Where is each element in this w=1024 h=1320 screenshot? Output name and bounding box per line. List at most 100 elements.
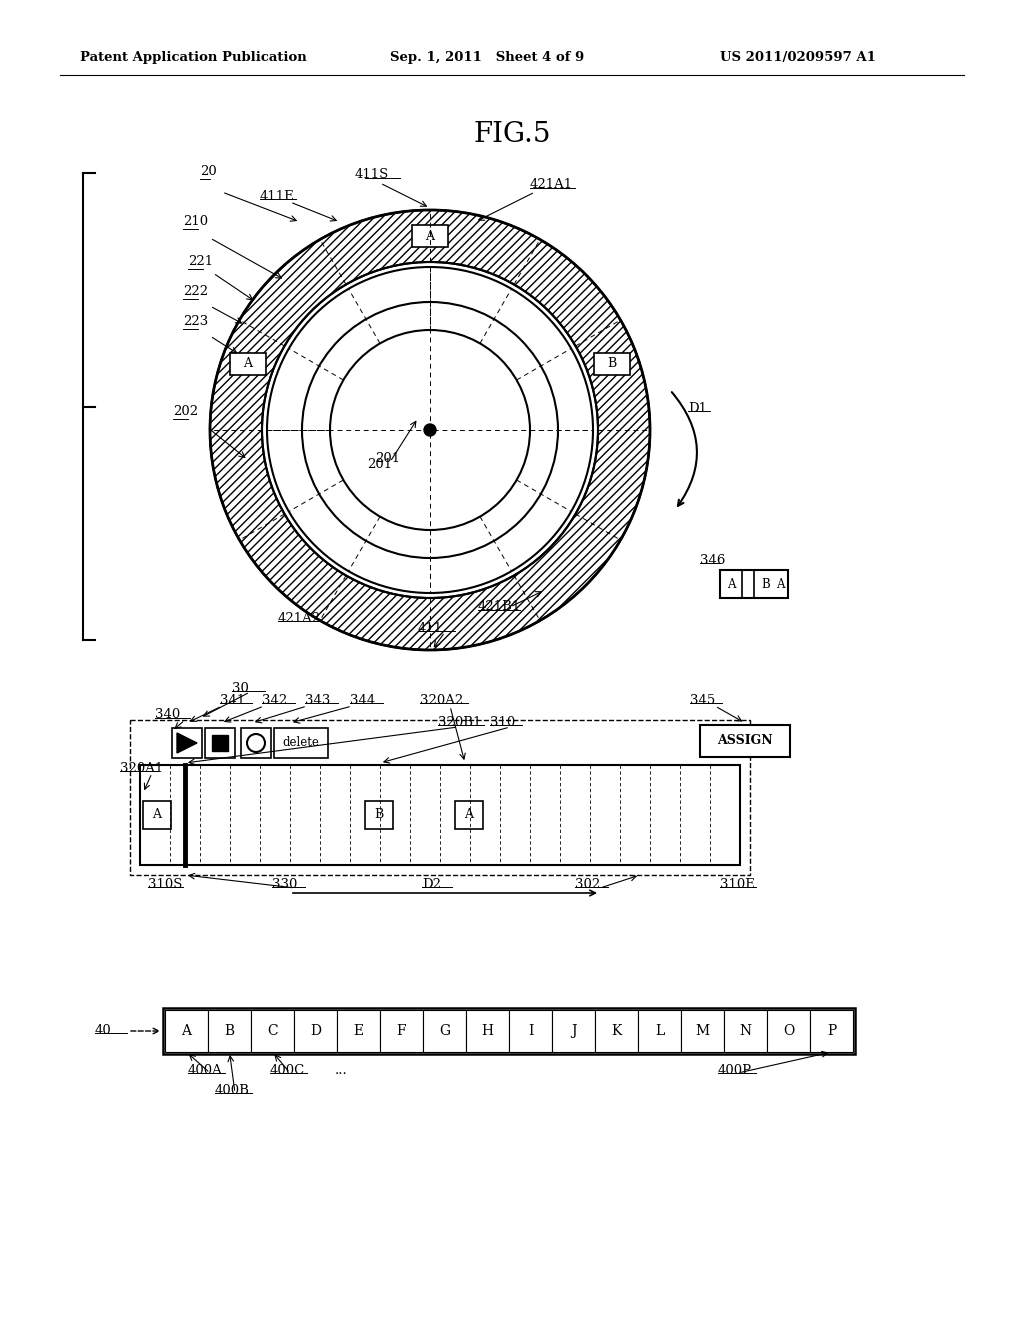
Bar: [251, 1010, 294, 1052]
Text: B: B: [375, 808, 384, 821]
Text: 341: 341: [220, 693, 246, 706]
Text: 340: 340: [155, 709, 180, 722]
Text: A: A: [243, 358, 252, 370]
Text: delete: delete: [283, 737, 319, 750]
Bar: [466, 1010, 509, 1052]
Text: A: A: [775, 578, 784, 590]
Text: F: F: [396, 1024, 407, 1038]
Bar: [130, 719, 750, 875]
Text: M: M: [695, 1024, 710, 1038]
Bar: [724, 1010, 767, 1052]
Bar: [165, 1010, 208, 1052]
Text: US 2011/0209597 A1: US 2011/0209597 A1: [720, 51, 876, 65]
Bar: [810, 1010, 853, 1052]
Bar: [380, 1010, 423, 1052]
Text: 30: 30: [232, 681, 249, 694]
Text: 310E: 310E: [720, 878, 755, 891]
Text: 320A1: 320A1: [120, 762, 163, 775]
Text: D1: D1: [688, 401, 707, 414]
Text: 201: 201: [375, 451, 400, 465]
Text: J: J: [570, 1024, 577, 1038]
Text: A: A: [727, 578, 735, 590]
Text: D2: D2: [422, 878, 441, 891]
Text: E: E: [353, 1024, 364, 1038]
Text: 400A: 400A: [188, 1064, 223, 1077]
Text: 421A1: 421A1: [530, 178, 573, 191]
Text: Patent Application Publication: Patent Application Publication: [80, 51, 307, 65]
Bar: [455, 801, 483, 829]
Bar: [638, 1010, 681, 1052]
Bar: [681, 1010, 724, 1052]
Text: 20: 20: [200, 165, 217, 178]
Text: A: A: [465, 808, 473, 821]
Bar: [767, 1010, 810, 1052]
Text: B: B: [224, 1024, 234, 1038]
Text: 343: 343: [305, 693, 331, 706]
Text: B: B: [607, 358, 616, 370]
Text: H: H: [481, 1024, 494, 1038]
Circle shape: [424, 424, 436, 436]
Bar: [143, 801, 171, 829]
Bar: [163, 1008, 855, 1053]
Text: L: L: [655, 1024, 665, 1038]
Text: 201: 201: [368, 458, 392, 471]
Bar: [595, 1010, 638, 1052]
Text: 210: 210: [183, 215, 208, 228]
Polygon shape: [177, 733, 197, 752]
Bar: [337, 1010, 380, 1052]
Text: 320A2: 320A2: [420, 693, 463, 706]
Bar: [274, 729, 328, 758]
Text: 202: 202: [173, 405, 198, 418]
Bar: [172, 729, 202, 758]
Text: 411: 411: [418, 622, 443, 635]
Text: FIG.5: FIG.5: [473, 121, 551, 149]
Text: 344: 344: [350, 693, 375, 706]
Text: C: C: [267, 1024, 278, 1038]
Circle shape: [267, 267, 593, 593]
Text: 310S: 310S: [148, 878, 182, 891]
Bar: [552, 1010, 595, 1052]
Bar: [140, 766, 740, 865]
Bar: [720, 570, 788, 598]
Bar: [594, 352, 631, 375]
Text: 221: 221: [188, 255, 213, 268]
Bar: [412, 224, 449, 247]
Text: A: A: [153, 808, 162, 821]
Text: K: K: [611, 1024, 622, 1038]
Text: A: A: [181, 1024, 191, 1038]
Text: 421B1: 421B1: [478, 601, 521, 614]
Text: 400C: 400C: [270, 1064, 305, 1077]
Text: 411S: 411S: [355, 169, 389, 181]
Text: P: P: [826, 1024, 837, 1038]
Text: 411E: 411E: [260, 190, 295, 202]
Text: 346: 346: [700, 553, 725, 566]
Bar: [205, 729, 234, 758]
Text: ...: ...: [335, 1064, 348, 1077]
Text: I: I: [527, 1024, 534, 1038]
Text: B: B: [761, 578, 770, 590]
Text: 40: 40: [95, 1023, 112, 1036]
Text: G: G: [439, 1024, 451, 1038]
Text: 345: 345: [690, 693, 715, 706]
Text: 310: 310: [490, 715, 515, 729]
Text: 223: 223: [183, 315, 208, 327]
Bar: [212, 735, 228, 751]
Text: ASSIGN: ASSIGN: [717, 734, 773, 747]
Text: 320B1: 320B1: [438, 715, 481, 729]
Text: O: O: [783, 1024, 795, 1038]
Bar: [241, 729, 271, 758]
Text: A: A: [426, 230, 434, 243]
Circle shape: [330, 330, 530, 531]
Wedge shape: [210, 210, 650, 649]
Text: N: N: [739, 1024, 752, 1038]
Bar: [700, 725, 790, 756]
Text: 342: 342: [262, 693, 288, 706]
Text: 400B: 400B: [215, 1084, 250, 1097]
Text: 421A2: 421A2: [278, 611, 322, 624]
Text: 302: 302: [575, 878, 600, 891]
Bar: [208, 1010, 251, 1052]
Text: 330: 330: [272, 878, 297, 891]
Bar: [294, 1010, 337, 1052]
Text: D: D: [310, 1024, 321, 1038]
Text: Sep. 1, 2011   Sheet 4 of 9: Sep. 1, 2011 Sheet 4 of 9: [390, 51, 585, 65]
